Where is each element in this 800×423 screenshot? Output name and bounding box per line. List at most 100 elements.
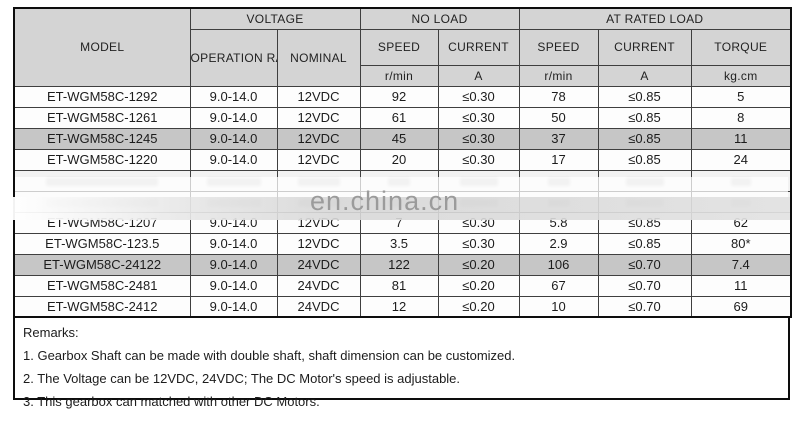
cell-noload-current — [437, 169, 520, 192]
unit-torque: kg.cm — [690, 64, 792, 87]
cell-operation-range: 9.0-14.0 — [189, 274, 278, 297]
cell-rated-current: ≤0.85 — [597, 127, 692, 150]
header-torque: TORQUE — [690, 28, 792, 66]
cell-model: ET-WGM58C-1292 — [13, 85, 191, 108]
cell-rated-speed: 50 — [518, 106, 599, 129]
cell-model — [13, 190, 191, 213]
cell-nominal: 24VDC — [276, 253, 361, 276]
cell-operation-range — [189, 169, 278, 192]
cell-torque: 5 — [690, 85, 792, 108]
cell-noload-current: ≤0.30 — [437, 148, 520, 171]
cell-model: ET-WGM58C-1220 — [13, 148, 191, 171]
table-row-highlighted: ET-WGM58C-24122 9.0-14.0 24VDC 122 ≤0.20… — [13, 253, 792, 276]
cell-noload-current: ≤0.30 — [437, 211, 520, 234]
cell-rated-current: ≤0.70 — [597, 274, 692, 297]
cell-noload-current: ≤0.30 — [437, 232, 520, 255]
illegible-text-smudge — [388, 198, 411, 207]
cell-noload-current: ≤0.30 — [437, 85, 520, 108]
cell-noload-speed: 92 — [359, 85, 439, 108]
cell-operation-range: 9.0-14.0 — [189, 211, 278, 234]
cell-noload-speed — [359, 190, 439, 213]
cell-noload-speed: 20 — [359, 148, 439, 171]
illegible-text-smudge — [730, 198, 751, 207]
header-voltage-group: VOLTAGE — [189, 7, 361, 30]
cell-rated-speed — [518, 169, 599, 192]
cell-rated-speed: 2.9 — [518, 232, 599, 255]
cell-rated-current: ≤0.70 — [597, 295, 692, 318]
header-noload-speed: SPEED — [359, 28, 439, 66]
table-row: ET-WGM58C-2481 9.0-14.0 24VDC 81 ≤0.20 6… — [13, 274, 792, 297]
table-row: ET-WGM58C-1261 9.0-14.0 12VDC 61 ≤0.30 5… — [13, 106, 792, 129]
table-row-obscured — [13, 190, 792, 213]
cell-rated-speed: 78 — [518, 85, 599, 108]
cell-model: ET-WGM58C-1245 — [13, 127, 191, 150]
cell-noload-speed: 3.5 — [359, 232, 439, 255]
illegible-text-smudge — [625, 198, 664, 207]
cell-noload-current — [437, 190, 520, 213]
cell-nominal: 12VDC — [276, 106, 361, 129]
illegible-text-smudge — [547, 198, 570, 207]
cell-torque: 8 — [690, 106, 792, 129]
cell-noload-speed: 7 — [359, 211, 439, 234]
illegible-text-smudge — [46, 177, 159, 186]
cell-model: ET-WGM58C-2481 — [13, 274, 191, 297]
remarks-title: Remarks: — [23, 325, 79, 340]
cell-rated-speed — [518, 190, 599, 213]
cell-noload-speed: 81 — [359, 274, 439, 297]
cell-noload-speed — [359, 169, 439, 192]
cell-model: ET-WGM58C-2412 — [13, 295, 191, 318]
cell-noload-speed: 45 — [359, 127, 439, 150]
cell-nominal: 12VDC — [276, 211, 361, 234]
cell-rated-speed: 37 — [518, 127, 599, 150]
remark-item: 1. Gearbox Shaft can be made with double… — [23, 348, 516, 363]
cell-operation-range: 9.0-14.0 — [189, 106, 278, 129]
illegible-text-smudge — [46, 198, 159, 207]
unit-noload-current: A — [437, 64, 520, 87]
illegible-text-smudge — [297, 177, 340, 186]
cell-operation-range: 9.0-14.0 — [189, 85, 278, 108]
cell-rated-current: ≤0.70 — [597, 253, 692, 276]
unit-rated-speed: r/min — [518, 64, 599, 87]
cell-rated-current — [597, 190, 692, 213]
cell-noload-speed: 12 — [359, 295, 439, 318]
cell-torque: 11 — [690, 274, 792, 297]
header-model: MODEL — [13, 7, 191, 87]
cell-noload-current: ≤0.20 — [437, 295, 520, 318]
remark-item: 2. The Voltage can be 12VDC, 24VDC; The … — [23, 371, 461, 386]
table-row: ET-WGM58C-2412 9.0-14.0 24VDC 12 ≤0.20 1… — [13, 295, 792, 318]
cell-nominal — [276, 169, 361, 192]
cell-operation-range: 9.0-14.0 — [189, 253, 278, 276]
cell-operation-range — [189, 190, 278, 213]
cell-rated-current: ≤0.85 — [597, 232, 692, 255]
cell-noload-current: ≤0.30 — [437, 127, 520, 150]
header-operation-range: OPERATION RANGE — [189, 28, 278, 87]
illegible-text-smudge — [297, 198, 340, 207]
illegible-text-smudge — [206, 198, 261, 207]
table-row-obscured — [13, 169, 792, 192]
cell-noload-current: ≤0.30 — [437, 106, 520, 129]
cell-nominal: 24VDC — [276, 295, 361, 318]
cell-rated-speed: 17 — [518, 148, 599, 171]
header-row-groups: MODEL VOLTAGE NO LOAD AT RATED LOAD — [13, 7, 792, 87]
cell-rated-current — [597, 169, 692, 192]
cell-rated-speed: 10 — [518, 295, 599, 318]
cell-torque — [690, 169, 792, 192]
cell-rated-current: ≤0.85 — [597, 106, 692, 129]
header-nominal: NOMINAL — [276, 28, 361, 87]
cell-noload-speed: 122 — [359, 253, 439, 276]
unit-noload-speed: r/min — [359, 64, 439, 87]
header-no-load-group: NO LOAD — [359, 7, 520, 30]
illegible-text-smudge — [625, 177, 664, 186]
cell-model: ET-WGM58C-1261 — [13, 106, 191, 129]
cell-model: ET-WGM58C-1207 — [13, 211, 191, 234]
cell-model — [13, 169, 191, 192]
cell-nominal: 12VDC — [276, 85, 361, 108]
illegible-text-smudge — [459, 177, 498, 186]
cell-torque: 24 — [690, 148, 792, 171]
cell-noload-speed: 61 — [359, 106, 439, 129]
table-row-highlighted: ET-WGM58C-1245 9.0-14.0 12VDC 45 ≤0.30 3… — [13, 127, 792, 150]
header-row-units: r/min A r/min A kg.cm — [14, 64, 792, 87]
cell-rated-current: ≤0.85 — [597, 211, 692, 234]
table-row: ET-WGM58C-1292 9.0-14.0 12VDC 92 ≤0.30 7… — [13, 85, 792, 108]
